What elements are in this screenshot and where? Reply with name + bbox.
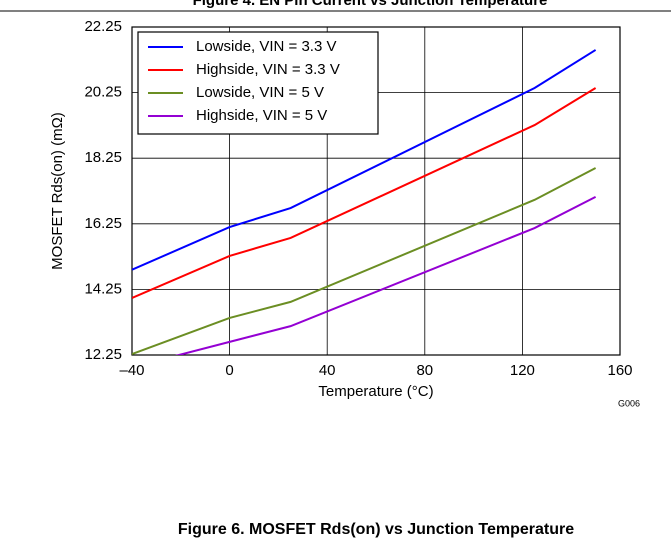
code-label: G006 xyxy=(618,398,640,408)
series-line xyxy=(132,49,597,271)
y-tick-label: 14.25 xyxy=(84,280,122,297)
plot-area xyxy=(132,49,597,355)
x-tick-label: 0 xyxy=(225,362,233,379)
legend-label: Highside, VIN = 3.3 V xyxy=(196,61,340,78)
x-tick-label: 120 xyxy=(510,362,535,379)
y-tick-label: 22.25 xyxy=(84,18,122,35)
x-tick-label: –40 xyxy=(119,362,144,379)
y-axis-label: MOSFET Rds(on) (mΩ) xyxy=(49,112,66,270)
legend-label: Lowside, VIN = 3.3 V xyxy=(196,38,337,55)
header-text: Figure 4. EN Pin Current vs Junction Tem… xyxy=(193,0,548,9)
y-tick-label: 18.25 xyxy=(84,149,122,166)
y-tick-label: 12.25 xyxy=(84,346,122,363)
x-tick-label: 40 xyxy=(319,362,336,379)
figure-caption: Figure 6. MOSFET Rds(on) vs Junction Tem… xyxy=(178,521,574,538)
series-line xyxy=(132,167,597,355)
legend-label: Highside, VIN = 5 V xyxy=(196,107,327,124)
x-tick-label: 160 xyxy=(607,362,632,379)
y-tick-label: 16.25 xyxy=(84,215,122,232)
y-tick-label: 20.25 xyxy=(84,84,122,101)
x-tick-label: 80 xyxy=(416,362,433,379)
series-line xyxy=(132,87,597,299)
plot-frame xyxy=(131,26,621,356)
legend-label: Lowside, VIN = 5 V xyxy=(196,84,324,101)
x-axis-label: Temperature (°C) xyxy=(318,383,433,400)
series-line xyxy=(174,196,597,355)
